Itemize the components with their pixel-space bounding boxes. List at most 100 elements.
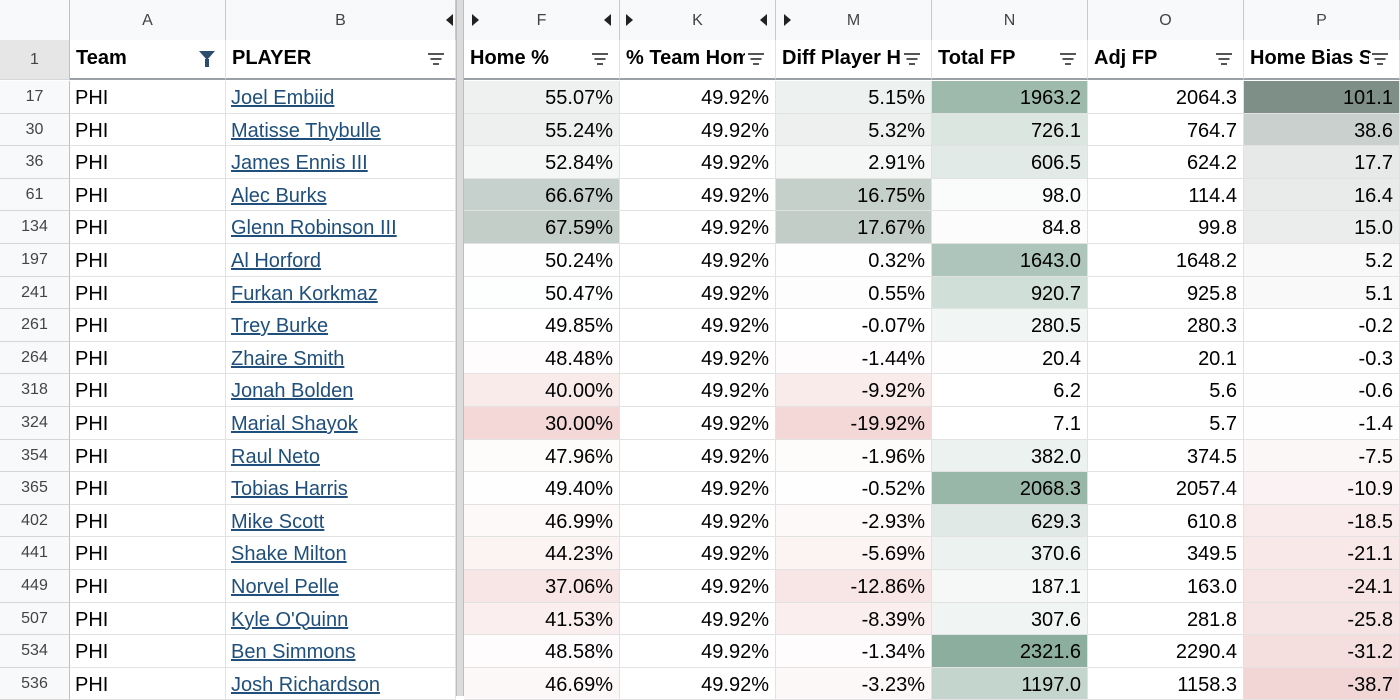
filter-sort-icon[interactable] [1057, 53, 1079, 67]
player-link[interactable]: Joel Embiid [226, 81, 456, 114]
column-header-team[interactable]: Team [70, 40, 226, 80]
hidden-columns-right-arrow[interactable] [784, 14, 791, 26]
player-link[interactable]: Furkan Korkmaz [226, 276, 456, 310]
column-header-adj-fp[interactable]: Adj FP [1088, 40, 1244, 80]
player-link[interactable]: Tobias Harris [226, 472, 456, 505]
row-number[interactable]: 365 [0, 472, 70, 505]
row-number[interactable]: 134 [0, 211, 70, 244]
hidden-columns-left-arrow[interactable] [604, 14, 611, 26]
player-link[interactable]: Mike Scott [226, 504, 456, 538]
team-cell: PHI [70, 635, 226, 668]
column-letter-f[interactable]: F [464, 0, 620, 40]
row-number[interactable]: 241 [0, 276, 70, 310]
cell-total: 307.6 [932, 602, 1088, 636]
team-cell: PHI [70, 570, 226, 603]
row-number[interactable]: 449 [0, 570, 70, 603]
column-header--team-hom[interactable]: % Team Hom [620, 40, 776, 80]
column-header-diff-player-h[interactable]: Diff Player H [776, 40, 932, 80]
player-link[interactable]: Glenn Robinson III [226, 211, 456, 244]
player-link[interactable]: Zhaire Smith [226, 341, 456, 375]
filter-sort-icon[interactable] [589, 53, 611, 67]
cell-bias: -0.2 [1244, 309, 1400, 342]
row-number[interactable]: 536 [0, 667, 70, 700]
row-number[interactable]: 402 [0, 504, 70, 538]
player-link[interactable]: Shake Milton [226, 537, 456, 570]
column-letter-a[interactable]: A [70, 0, 226, 40]
cell-adj: 5.7 [1088, 407, 1244, 440]
cell-team-home: 49.92% [620, 374, 776, 407]
cell-bias: -25.8 [1244, 602, 1400, 636]
row-number[interactable]: 30 [0, 113, 70, 147]
column-header-total-fp[interactable]: Total FP [932, 40, 1088, 80]
row-number[interactable]: 534 [0, 635, 70, 668]
column-letter-k[interactable]: K [620, 0, 776, 40]
team-cell: PHI [70, 472, 226, 505]
hidden-columns-right-arrow[interactable] [626, 14, 633, 26]
hidden-columns-left-arrow[interactable] [446, 14, 453, 26]
cell-adj: 624.2 [1088, 146, 1244, 179]
filter-sort-icon[interactable] [745, 53, 767, 67]
cell-home: 52.84% [464, 146, 620, 179]
cell-bias: 16.4 [1244, 178, 1400, 212]
cell-diff: 0.55% [776, 276, 932, 310]
team-cell: PHI [70, 113, 226, 147]
hidden-columns-right-arrow[interactable] [472, 14, 479, 26]
filter-funnel-icon[interactable] [199, 51, 215, 67]
column-letter-n[interactable]: N [932, 0, 1088, 40]
row-number[interactable]: 324 [0, 407, 70, 440]
cell-home: 67.59% [464, 211, 620, 244]
column-header-label: Total FP [938, 47, 1016, 69]
row-number[interactable]: 441 [0, 537, 70, 570]
player-link[interactable]: Norvel Pelle [226, 570, 456, 603]
cell-bias: -1.4 [1244, 407, 1400, 440]
filter-sort-icon[interactable] [1213, 53, 1235, 67]
column-letter-o[interactable]: O [1088, 0, 1244, 40]
player-link[interactable]: Matisse Thybulle [226, 113, 456, 147]
cell-home: 46.99% [464, 504, 620, 538]
player-link[interactable]: Alec Burks [226, 178, 456, 212]
cell-total: 7.1 [932, 407, 1088, 440]
hidden-columns-left-arrow[interactable] [760, 14, 767, 26]
row-number-header[interactable]: 1 [0, 40, 70, 80]
cell-home: 44.23% [464, 537, 620, 570]
row-number[interactable]: 197 [0, 244, 70, 277]
row-number[interactable]: 507 [0, 602, 70, 636]
cell-home: 66.67% [464, 178, 620, 212]
filter-sort-icon[interactable] [901, 53, 923, 67]
cell-team-home: 49.92% [620, 635, 776, 668]
column-header-home[interactable]: Home % [464, 40, 620, 80]
cell-diff: 17.67% [776, 211, 932, 244]
player-link[interactable]: Al Horford [226, 244, 456, 277]
column-letter-m[interactable]: M [776, 0, 932, 40]
player-link[interactable]: Jonah Bolden [226, 374, 456, 407]
row-number[interactable]: 354 [0, 439, 70, 473]
column-header-player[interactable]: PLAYER [226, 40, 456, 80]
row-number[interactable]: 36 [0, 146, 70, 179]
player-link[interactable]: Kyle O'Quinn [226, 602, 456, 636]
row-number[interactable]: 264 [0, 341, 70, 375]
player-link[interactable]: Marial Shayok [226, 407, 456, 440]
player-link[interactable]: Trey Burke [226, 309, 456, 342]
cell-adj: 5.6 [1088, 374, 1244, 407]
player-link[interactable]: James Ennis III [226, 146, 456, 179]
cell-team-home: 49.92% [620, 146, 776, 179]
cell-team-home: 49.92% [620, 276, 776, 310]
filter-sort-icon[interactable] [1369, 53, 1391, 67]
filter-sort-icon[interactable] [425, 53, 447, 67]
player-link[interactable]: Raul Neto [226, 439, 456, 473]
cell-total: 629.3 [932, 504, 1088, 538]
column-letter-p[interactable]: P [1244, 0, 1400, 40]
row-number[interactable]: 261 [0, 309, 70, 342]
select-all-corner[interactable] [0, 0, 70, 40]
player-link[interactable]: Josh Richardson [226, 667, 456, 700]
team-cell: PHI [70, 537, 226, 570]
cell-team-home: 49.92% [620, 178, 776, 212]
row-number[interactable]: 61 [0, 178, 70, 212]
column-letter-b[interactable]: B [226, 0, 456, 40]
column-header-home-bias-s[interactable]: Home Bias S [1244, 40, 1400, 80]
frozen-columns-divider[interactable] [456, 0, 464, 696]
cell-home: 50.24% [464, 244, 620, 277]
row-number[interactable]: 318 [0, 374, 70, 407]
player-link[interactable]: Ben Simmons [226, 635, 456, 668]
row-number[interactable]: 17 [0, 81, 70, 114]
